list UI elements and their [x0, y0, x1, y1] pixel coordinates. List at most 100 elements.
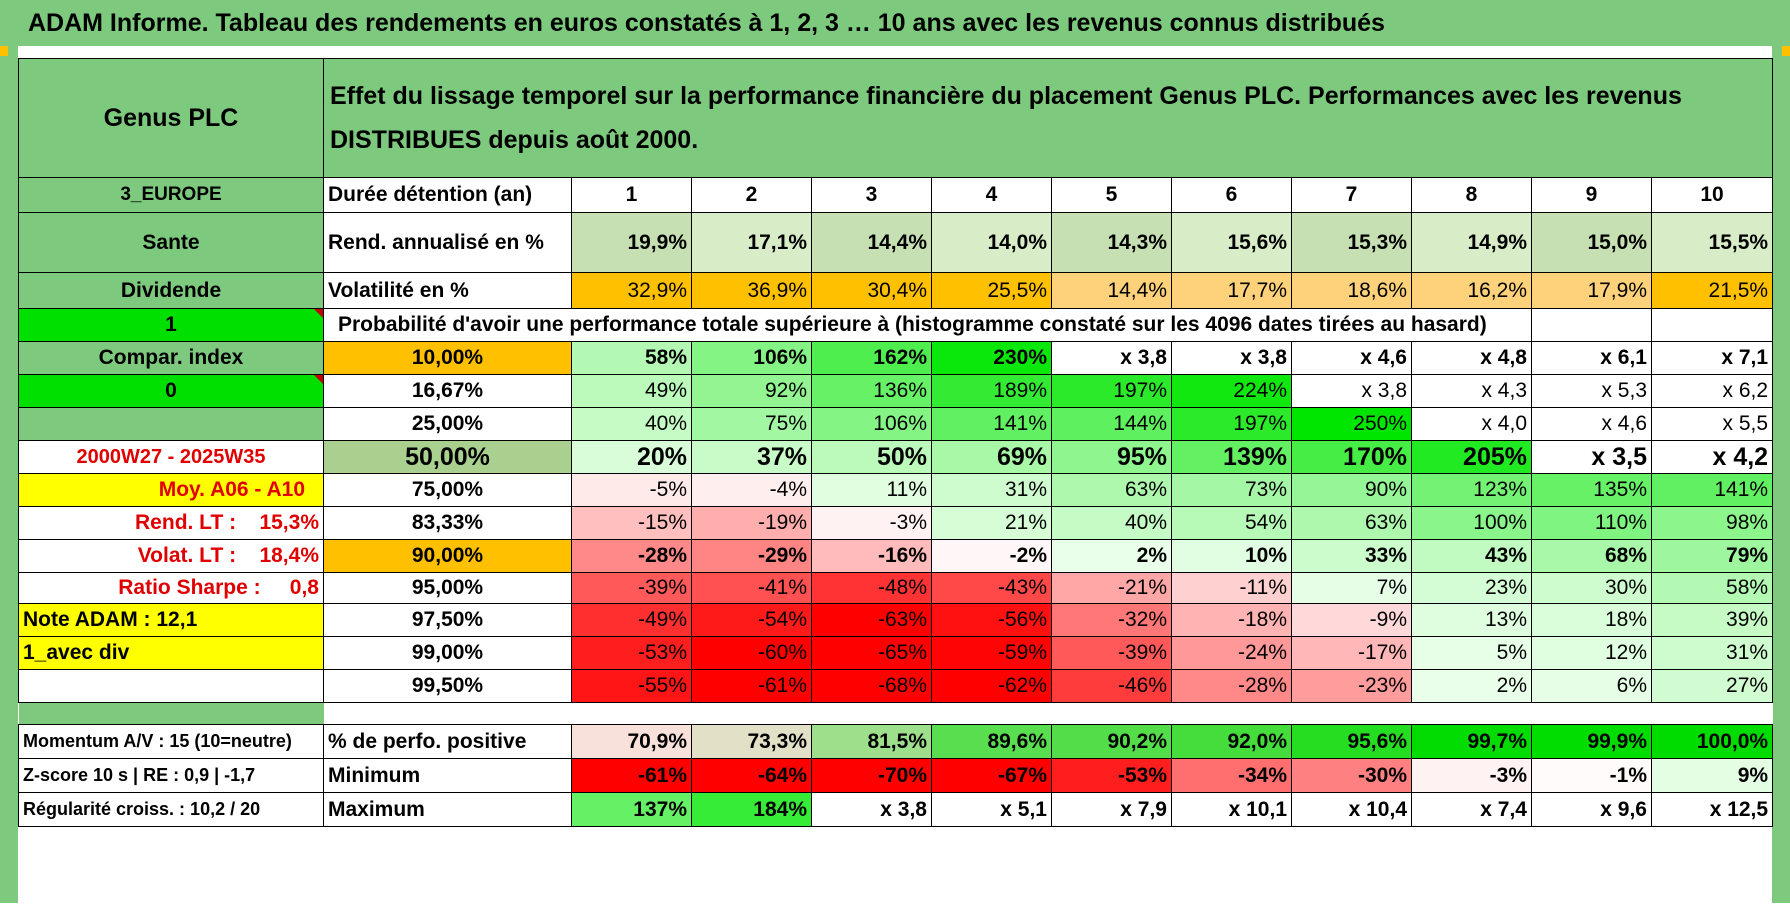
volatility-label: Volatilité en %	[323, 272, 572, 309]
probability-cell: x 7,1	[1650, 341, 1774, 375]
probability-cell: -55%	[571, 669, 692, 703]
probability-cell: 90%	[1291, 473, 1412, 507]
annual-return-cell: 15,0%	[1531, 212, 1652, 273]
probability-cell: x 5,3	[1531, 374, 1652, 408]
maximum-row: Régularité croiss. : 10,2 / 20 Maximum 1…	[18, 792, 1774, 827]
probability-cell: 73%	[1171, 473, 1292, 507]
corner-marker	[0, 46, 8, 56]
right-green-strip	[1772, 46, 1790, 903]
sector-label: Sante	[18, 212, 324, 273]
probability-cell: x 4,6	[1291, 341, 1412, 375]
minimum-cell: -70%	[811, 758, 932, 793]
probability-cell: 58%	[571, 341, 692, 375]
probability-row: Moy. A06 - A10 75,00% -5% -4% 11% 31% 63% 73% 9…	[18, 473, 1774, 507]
volatility-cell: 16,2%	[1411, 272, 1532, 309]
probability-cell: 43%	[1411, 539, 1532, 573]
minimum-cell: -1%	[1531, 758, 1652, 793]
minimum-cell: -64%	[691, 758, 812, 793]
probability-title: Probabilité d'avoir une performance tota…	[323, 308, 1532, 342]
probability-cell: -21%	[1051, 572, 1172, 604]
probability-cell: 12%	[1531, 636, 1652, 670]
probability-cell: -29%	[691, 539, 812, 573]
probability-cell: -68%	[811, 669, 932, 703]
period-label: 2000W27 - 2025W35	[18, 440, 324, 474]
positive-perf-label: % de perfo. positive	[323, 724, 572, 759]
rend-lt-label: Rend. LT :	[135, 511, 237, 534]
year-header-cell: 9	[1531, 177, 1652, 213]
separator-row	[18, 702, 1773, 725]
minimum-cell: 9%	[1650, 758, 1774, 793]
probability-cell: -28%	[571, 539, 692, 573]
positive-perf-cell: 92,0%	[1171, 724, 1292, 759]
probability-cell: x 4,0	[1411, 407, 1532, 441]
probability-cell: x 3,8	[1171, 341, 1292, 375]
probability-cell: x 4,8	[1411, 341, 1532, 375]
sharpe-value: 0,8	[289, 576, 319, 599]
probability-cell: -65%	[811, 636, 932, 670]
probability-cell: 49%	[571, 374, 692, 408]
probability-cell: x 3,5	[1531, 440, 1652, 474]
probability-cell: -4%	[691, 473, 812, 507]
probability-cell: 7%	[1291, 572, 1412, 604]
volatility-cell: 17,7%	[1171, 272, 1292, 309]
probability-cell: 18%	[1531, 603, 1652, 637]
probability-cell: -39%	[571, 572, 692, 604]
maximum-cell: x 7,9	[1051, 792, 1172, 827]
probability-cell: 11%	[811, 473, 932, 507]
annual-return-cell: 15,3%	[1291, 212, 1412, 273]
probability-cell: -23%	[1291, 669, 1412, 703]
positive-perf-cell: 89,6%	[931, 724, 1052, 759]
probability-cell: -61%	[691, 669, 812, 703]
probability-cell: 30%	[1531, 572, 1652, 604]
probability-cell: 39%	[1650, 603, 1774, 637]
probability-cell: 136%	[811, 374, 932, 408]
probability-cell: 27%	[1650, 669, 1774, 703]
momentum-label: Momentum A/V : 15 (10=neutre)	[18, 724, 324, 759]
empty-cell	[1531, 308, 1652, 342]
performance-sheet: Genus PLC Effet du lissage temporel sur …	[18, 58, 1774, 888]
probability-cell: -53%	[571, 636, 692, 670]
probability-cell: 75%	[691, 407, 812, 441]
probability-cell: 110%	[1531, 506, 1652, 540]
maximum-cell: x 10,4	[1291, 792, 1412, 827]
minimum-row: Z-score 10 s | RE : 0,9 | -1,7 Minimum -…	[18, 758, 1774, 793]
probability-cell: 197%	[1051, 374, 1172, 408]
volat-lt-cell: Volat. LT : 18,4%	[18, 539, 324, 573]
probability-threshold: 50,00%	[323, 440, 572, 474]
positive-perf-row: Momentum A/V : 15 (10=neutre) % de perfo…	[18, 724, 1774, 759]
positive-perf-cell: 90,2%	[1051, 724, 1172, 759]
rend-lt-value: 15,3%	[259, 511, 319, 534]
probability-cell: x 6,2	[1650, 374, 1774, 408]
probability-cell: -56%	[931, 603, 1052, 637]
regularite-label: Régularité croiss. : 10,2 / 20	[18, 792, 324, 827]
year-header-cell: 8	[1411, 177, 1532, 213]
probability-cell: -43%	[931, 572, 1052, 604]
probability-cell: -60%	[691, 636, 812, 670]
probability-cell: 40%	[1051, 506, 1172, 540]
probability-cell: 123%	[1411, 473, 1532, 507]
probability-cell: -39%	[1051, 636, 1172, 670]
probability-row: 0 16,67% 49% 92% 136% 189% 197% 224% x 3,8 x 4,3…	[18, 374, 1774, 408]
sheet-description: Effet du lissage temporel sur la perform…	[322, 58, 1774, 178]
volatility-row: Dividende Volatilité en % 32,9% 36,9% 30,4…	[18, 272, 1774, 309]
moy-label: Moy. A06 - A10	[18, 473, 324, 507]
year-header-cell: 3	[811, 177, 932, 213]
probability-cell: 79%	[1650, 539, 1774, 573]
probability-cell: 106%	[811, 407, 932, 441]
maximum-cell: x 5,1	[931, 792, 1052, 827]
probability-threshold: 97,50%	[323, 603, 572, 637]
volatility-cell: 21,5%	[1650, 272, 1774, 309]
probability-cell: 20%	[571, 440, 692, 474]
probability-cell: 69%	[931, 440, 1052, 474]
probability-cell: -28%	[1171, 669, 1292, 703]
probability-cell: 135%	[1531, 473, 1652, 507]
positive-perf-cell: 73,3%	[691, 724, 812, 759]
probability-cell: 6%	[1531, 669, 1652, 703]
volatility-cell: 18,6%	[1291, 272, 1412, 309]
probability-cell: x 4,2	[1650, 440, 1774, 474]
probability-cell: -3%	[811, 506, 932, 540]
annual-return-cell: 14,9%	[1411, 212, 1532, 273]
probability-cell: 37%	[691, 440, 812, 474]
header-row: Genus PLC Effet du lissage temporel sur …	[18, 58, 1774, 178]
